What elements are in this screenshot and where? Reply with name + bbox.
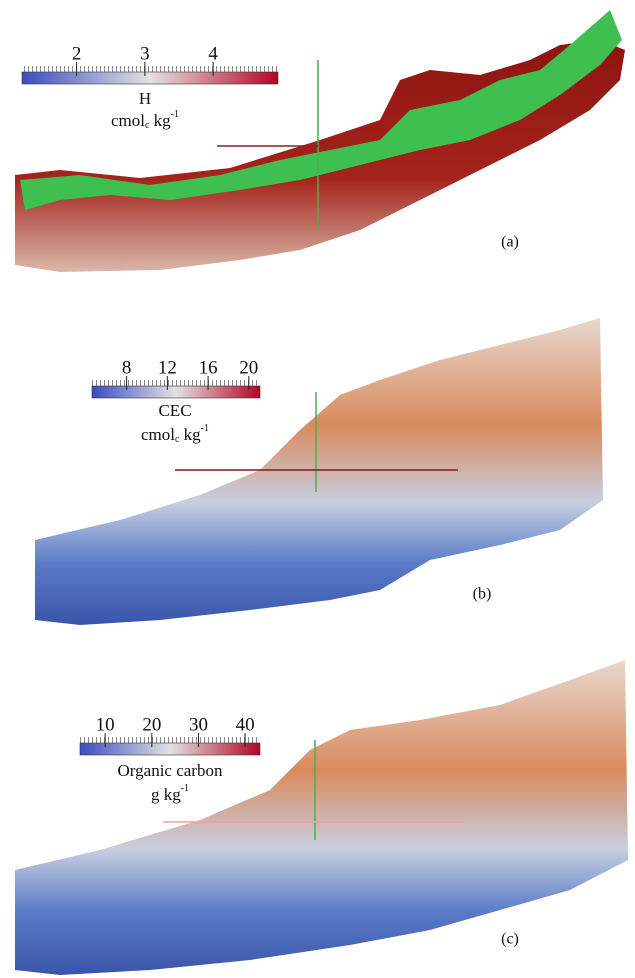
colorbar-gradient	[80, 743, 260, 755]
rendering-c	[15, 660, 628, 975]
tick-label: 20	[142, 714, 161, 735]
colorbar-gradient	[22, 72, 278, 84]
minor-ticks	[80, 737, 260, 743]
unit-sup: -1	[171, 109, 179, 120]
minor-ticks	[22, 66, 278, 72]
rendering-a	[15, 10, 625, 272]
unit-base: g kg	[151, 785, 181, 804]
tick-label: 40	[236, 714, 255, 735]
colorbar-title: CEC	[158, 401, 191, 420]
panel-label: (c)	[501, 931, 519, 948]
colorbar-unit: g kg-1	[151, 783, 189, 804]
rendering-b	[35, 318, 603, 625]
tick-label: 2	[72, 43, 82, 64]
unit-rest: kg	[179, 425, 201, 444]
unit-rest: kg	[149, 111, 171, 130]
tick-label: 10	[96, 714, 115, 735]
panel-label: (b)	[473, 586, 492, 603]
colorbar-title: H	[139, 89, 151, 108]
tick-label: 3	[140, 43, 150, 64]
unit-base: cmol	[141, 425, 175, 444]
colorbar-gradient	[92, 386, 260, 398]
panel-label: (a)	[501, 234, 519, 251]
colorbar: 8 12 16 20 CEC cmolc kg-1	[92, 357, 260, 445]
unit-sup: -1	[181, 783, 189, 794]
unit-base: cmol	[111, 111, 145, 130]
colorbar-unit: cmolc kg-1	[111, 109, 179, 131]
colorbar-unit: cmolc kg-1	[141, 423, 209, 445]
tick-label: 8	[122, 357, 132, 378]
tick-label: 30	[189, 714, 208, 735]
tick-label: 20	[239, 357, 258, 378]
figure: 2 3 4 Hcmolc kg-1 (a) 8 12 16 20 CEC cmolc kg-1 (b)…	[0, 0, 635, 978]
tick-label: 4	[208, 43, 218, 64]
colorbar: 10 20 30 40 Organic carbon g kg-1	[80, 714, 260, 804]
tick-label: 16	[199, 357, 218, 378]
minor-ticks	[92, 380, 260, 386]
unit-sup: -1	[201, 423, 209, 434]
tick-label: 12	[158, 357, 177, 378]
colorbar-title: Organic carbon	[118, 761, 223, 780]
